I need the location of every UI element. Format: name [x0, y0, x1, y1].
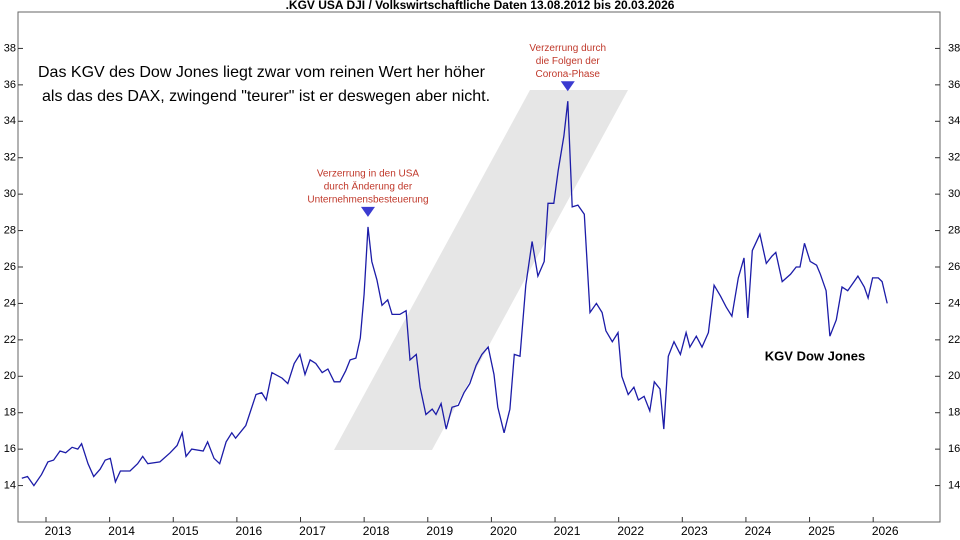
y-tick-label: 32 [4, 152, 16, 164]
x-tick-label: 2021 [554, 524, 581, 538]
y-tick-label: 14 [4, 479, 16, 491]
y2-tick-label: 22 [948, 334, 960, 346]
decor-band [334, 90, 628, 450]
x-tick-label: 2017 [299, 524, 326, 538]
y2-tick-label: 18 [948, 407, 960, 419]
y2-tick-label: 36 [948, 79, 960, 91]
annotation-marker [360, 206, 375, 217]
note: als das des DAX, zwingend "teurer" ist e… [42, 88, 490, 105]
y-tick-label: 24 [4, 297, 16, 309]
x-tick-label: 2013 [45, 524, 72, 538]
x-tick-label: 2015 [172, 524, 199, 538]
y-tick-label: 18 [4, 407, 16, 419]
y2-tick-label: 38 [948, 42, 960, 54]
y2-tick-label: 32 [948, 152, 960, 164]
y-tick-label: 38 [4, 42, 16, 54]
x-tick-label: 2014 [108, 524, 135, 538]
y2-tick-label: 16 [948, 443, 960, 455]
x-tick-label: 2019 [426, 524, 453, 538]
y2-tick-label: 14 [948, 479, 960, 491]
y2-tick-label: 28 [948, 224, 960, 236]
annotation-marker [560, 81, 575, 92]
chart-title: .KGV USA DJI / Volkswirtschaftliche Date… [286, 0, 675, 12]
note: Das KGV des Dow Jones liegt zwar vom rei… [38, 64, 486, 81]
annotation-text: Unternehmensbesteuerung [307, 195, 428, 206]
y-tick-label: 28 [4, 224, 16, 236]
annotation-text: Verzerrung durch [529, 43, 606, 54]
x-tick-label: 2024 [745, 524, 772, 538]
x-tick-label: 2023 [681, 524, 708, 538]
x-tick-label: 2018 [363, 524, 390, 538]
annotation-text: Verzerrung in den USA [317, 169, 420, 180]
y-tick-label: 20 [4, 370, 16, 382]
y-tick-label: 34 [4, 115, 16, 127]
x-tick-label: 2022 [617, 524, 644, 538]
y-tick-label: 22 [4, 334, 16, 346]
legend-label: KGV Dow Jones [765, 348, 865, 363]
annotation-text: durch Änderung der [324, 181, 413, 193]
x-tick-label: 2020 [490, 524, 517, 538]
y2-tick-label: 24 [948, 297, 960, 309]
y2-tick-label: 30 [948, 188, 960, 200]
line-series [21, 101, 888, 487]
y2-tick-label: 20 [948, 370, 960, 382]
y-tick-label: 16 [4, 443, 16, 455]
y-tick-label: 36 [4, 79, 16, 91]
x-tick-label: 2026 [872, 524, 899, 538]
y2-tick-label: 26 [948, 261, 960, 273]
x-tick-label: 2016 [236, 524, 263, 538]
y-tick-label: 26 [4, 261, 16, 273]
y2-tick-label: 34 [948, 115, 960, 127]
y-tick-label: 30 [4, 188, 16, 200]
annotation-text: die Folgen der [536, 56, 601, 67]
annotation-text: Corona-Phase [536, 69, 601, 80]
x-tick-label: 2025 [808, 524, 835, 538]
